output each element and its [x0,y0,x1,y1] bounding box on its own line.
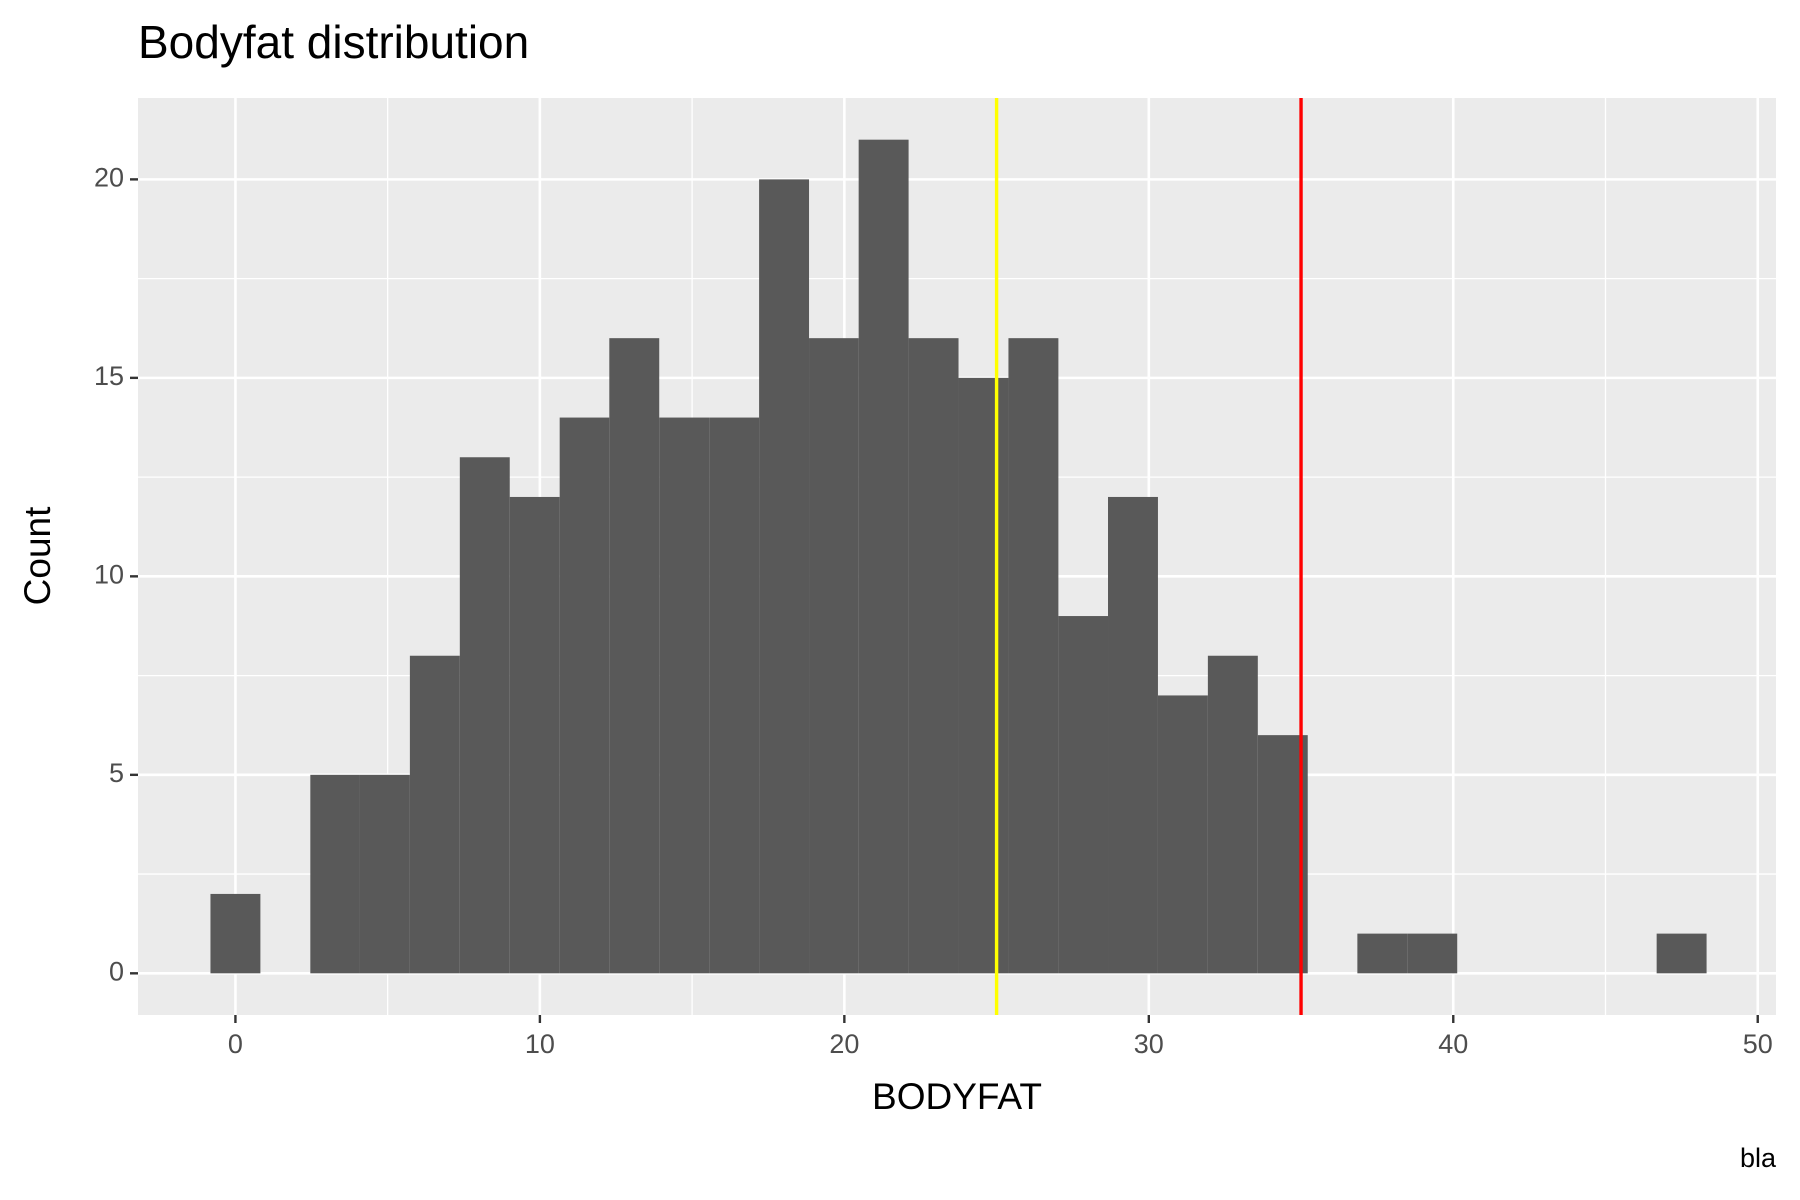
y-tick-label: 10 [94,559,124,589]
y-tick-label: 0 [109,956,124,986]
x-tick-label: 50 [1743,1029,1773,1059]
caption: bla [1740,1143,1777,1173]
bar [1157,695,1208,974]
bar [809,338,859,974]
x-axis-title: BODYFAT [872,1076,1042,1117]
bar [310,774,360,974]
bar [509,496,560,974]
bar [858,139,909,974]
y-tick-label: 5 [109,758,124,788]
bar [1357,933,1408,974]
x-tick-label: 20 [829,1029,859,1059]
chart-title: Bodyfat distribution [138,16,529,68]
bar [958,377,1009,974]
x-tick-label: 10 [525,1029,555,1059]
x-tick-label: 40 [1438,1029,1468,1059]
y-axis-title: Count [17,506,58,605]
bar [359,774,410,974]
bar [1656,933,1707,974]
bar [459,457,510,974]
bar [759,179,810,974]
y-tick-label: 20 [94,163,124,193]
bar [210,893,261,974]
bar [609,338,660,974]
bar [659,417,710,974]
bar [409,655,460,974]
bar [908,338,959,974]
bar [1108,496,1158,974]
bar [1058,616,1109,974]
x-tick-label: 30 [1134,1029,1164,1059]
bar [1407,933,1458,974]
x-tick-label: 0 [228,1029,243,1059]
bar [559,417,610,974]
bar [1008,338,1059,974]
y-tick-label: 15 [94,361,124,391]
bar [1207,655,1258,974]
bar [709,417,760,974]
